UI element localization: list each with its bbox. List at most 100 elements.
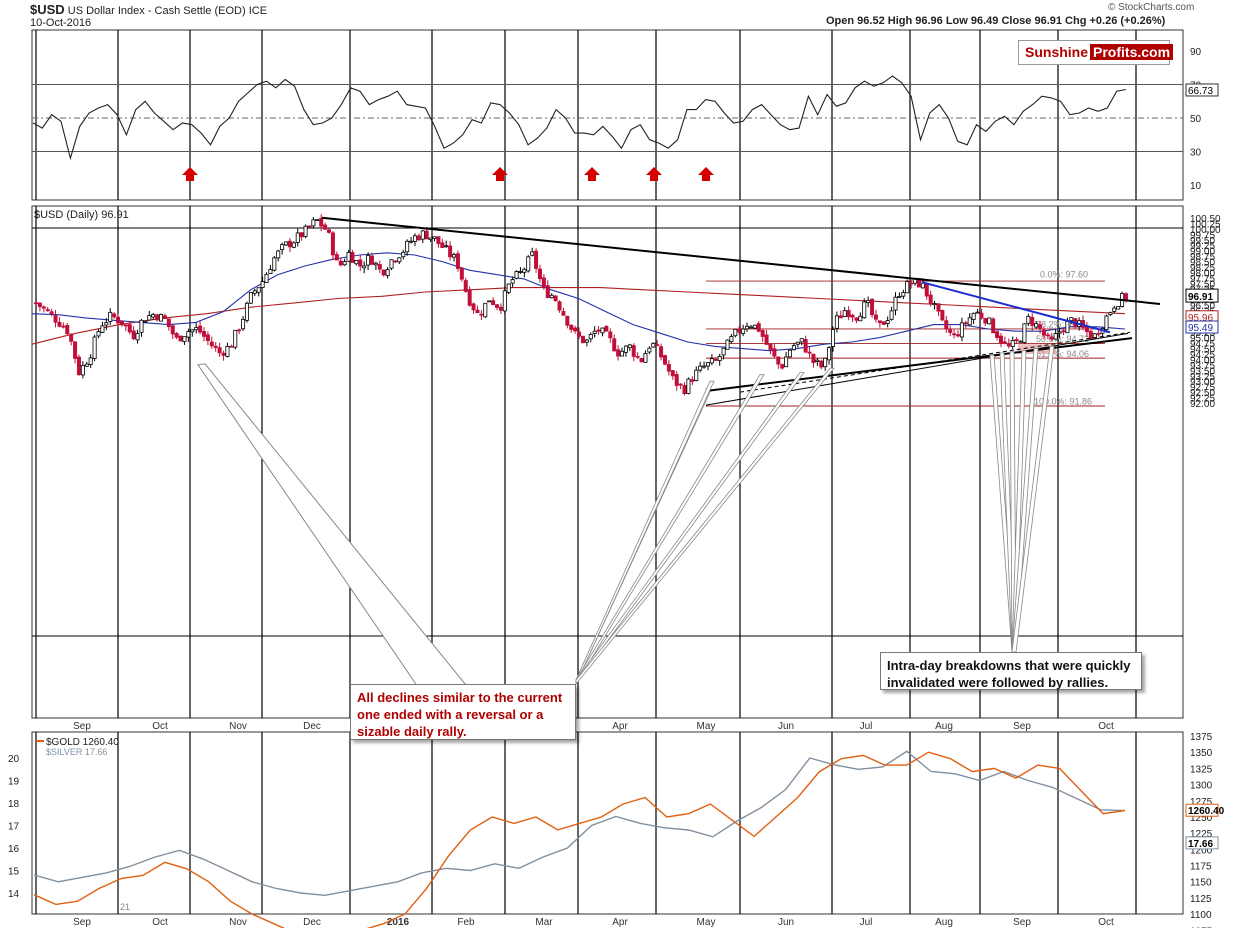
candle-body [354, 260, 359, 265]
candle-body [1112, 307, 1117, 312]
price-tick-label: 94.75 [1190, 339, 1215, 350]
gold-x-label: Oct [1098, 917, 1114, 928]
candle-body [264, 273, 269, 283]
index-name: US Dollar Index - Cash Settle (EOD) [67, 5, 246, 17]
candle-body [866, 300, 871, 303]
candle-body [495, 304, 500, 308]
candle-body [885, 320, 890, 324]
candle-body [405, 240, 410, 253]
candle-body [53, 314, 58, 323]
candle-body [827, 347, 832, 361]
candle-body [897, 296, 902, 298]
price-x-label: Jul [860, 721, 873, 732]
candle-body [209, 341, 214, 347]
candle-body [381, 269, 386, 276]
candle-body [268, 269, 273, 274]
price-tick-label: 98.25 [1190, 263, 1215, 274]
candle-body [662, 355, 667, 365]
candle-body [963, 322, 968, 325]
price-tick-label: 95.00 [1190, 334, 1215, 345]
candle-body [815, 359, 820, 362]
candle-body [131, 330, 136, 340]
candle-body [182, 336, 187, 343]
annotation-declines: All declines similar to the current one … [350, 684, 576, 740]
candle-body [830, 329, 835, 347]
candle-body [65, 324, 70, 335]
silver-last-value: 17.66 [1188, 839, 1213, 850]
price-x-label: Sep [73, 721, 91, 732]
candle-body [1041, 329, 1046, 336]
candle-body [37, 302, 42, 308]
candle-body [909, 282, 914, 285]
candle-body [760, 330, 765, 337]
gold-x-label: Jun [778, 917, 794, 928]
candle-body [541, 277, 546, 287]
candle-body [811, 353, 816, 364]
candle-body [463, 280, 468, 292]
candle-body [799, 338, 804, 343]
candle-body [854, 317, 859, 321]
candle-body [995, 331, 1000, 338]
candle-body [174, 333, 179, 338]
candle-body [674, 374, 679, 386]
candle-body [580, 335, 585, 344]
price-tick-label: 96.50 [1190, 301, 1215, 312]
price-tick-label: 95.25 [1190, 328, 1215, 339]
price-x-label: Oct [1098, 721, 1114, 732]
candle-body [627, 344, 632, 349]
candle-body [823, 357, 828, 368]
candle-body [479, 313, 484, 316]
candle-body [889, 310, 894, 320]
support-trendline [705, 337, 1133, 392]
candle-body [713, 359, 718, 361]
candle-body [1053, 333, 1058, 340]
candle-body [983, 318, 988, 324]
price-x-label: Aug [935, 721, 953, 732]
candle-body [506, 283, 511, 293]
price-tick-label: 99.50 [1190, 236, 1215, 247]
candle-body [61, 325, 66, 328]
candle-body [225, 345, 230, 357]
candle-body [709, 358, 714, 364]
quote-summary: Open 96.52 High 96.96 Low 96.49 Close 96… [826, 15, 1166, 27]
candle-body [893, 296, 898, 311]
candle-body [436, 236, 441, 244]
gold-tick-label: 1200 [1190, 845, 1213, 856]
gold-x-label: Oct [152, 917, 168, 928]
candle-body [768, 343, 773, 350]
candle-body [643, 353, 648, 363]
candle-body [366, 254, 371, 266]
candle-body [1049, 336, 1054, 340]
callout-pointer-left [575, 374, 765, 686]
price-x-label: Jun [778, 721, 794, 732]
candle-body [330, 232, 335, 256]
candle-body [334, 254, 339, 261]
candle-body [1096, 332, 1101, 335]
candle-body [459, 267, 464, 280]
candle-body [159, 313, 164, 322]
candle-body [385, 269, 390, 277]
price-tick-label: 98.00 [1190, 268, 1215, 279]
candle-body [80, 364, 85, 376]
candle-body [139, 319, 144, 333]
rsi-tick-label: 50 [1190, 114, 1202, 125]
candle-body [635, 355, 640, 358]
candle-body [592, 330, 597, 335]
price-tick-label: 99.75 [1190, 230, 1215, 241]
candle-body [338, 260, 343, 266]
price-x-label: Dec [303, 721, 321, 732]
price-tick-label: 93.25 [1190, 372, 1215, 383]
candle-body [73, 341, 78, 359]
candle-body [233, 329, 238, 348]
candle-body [221, 352, 226, 356]
gold-line [33, 751, 1126, 928]
candle-body [424, 230, 429, 240]
candle-body [842, 310, 847, 317]
candle-body [698, 365, 703, 371]
candle-body [369, 255, 374, 265]
candle-body [389, 259, 394, 269]
candle-body [659, 346, 664, 358]
price-tick-label: 100.25 [1190, 219, 1221, 230]
candle-body [881, 321, 886, 325]
candle-body [455, 253, 460, 269]
